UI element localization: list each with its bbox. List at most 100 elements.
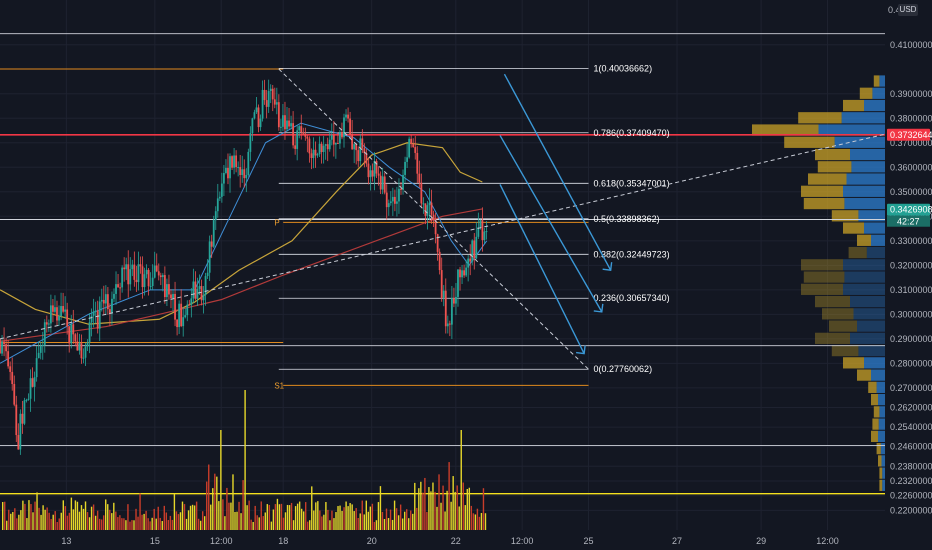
volume-bar [179, 512, 182, 530]
volume-bar [230, 502, 232, 530]
volume-bar [373, 521, 376, 530]
currency-button[interactable]: USD [898, 4, 918, 16]
candle-body [90, 315, 93, 323]
volume-bar [337, 506, 339, 530]
volume-bar [385, 508, 388, 530]
volume-bar [363, 514, 365, 530]
candle-body [94, 310, 97, 312]
volume-bar [173, 493, 176, 530]
time-axis[interactable]: 13 15 12:00 18 20 22 12:00 25 27 29 12:00 [0, 530, 932, 550]
volume-bar [393, 500, 396, 530]
candle-body [284, 115, 286, 130]
candle-body [475, 236, 478, 259]
candle-body [202, 295, 205, 301]
candle-body [121, 267, 124, 288]
volume-bar [123, 518, 125, 530]
candle-body [263, 89, 266, 101]
candle-body [139, 264, 142, 267]
trend-drawings[interactable] [0, 68, 886, 370]
candle-body [168, 284, 170, 295]
volume-bar [204, 516, 206, 530]
price-tick: 0.22000000 [890, 505, 932, 515]
volume-bar [426, 512, 428, 530]
volume-bar [250, 519, 252, 530]
candle-body [182, 317, 185, 327]
volume-profile-bar [873, 406, 880, 418]
candle-body [359, 138, 362, 162]
volume-profile-bar [831, 344, 859, 357]
candle-body [125, 264, 128, 270]
volume-bar [220, 430, 222, 530]
volume-bar [288, 505, 291, 530]
volume-bar [206, 481, 208, 530]
volume-profile-bar [846, 173, 885, 185]
candle-body [418, 173, 421, 183]
volume-bar [187, 510, 190, 530]
candle-body [381, 176, 384, 190]
volume-profile-bar [815, 295, 850, 308]
candle-body [393, 196, 396, 204]
volume-profile-bar [815, 332, 850, 344]
volume-bar [32, 512, 34, 530]
candle-body [345, 114, 347, 118]
candle-body [119, 287, 121, 289]
volume-bar [298, 501, 301, 530]
candle-body [66, 309, 69, 327]
volume-bar [117, 517, 119, 530]
candle-body [467, 258, 470, 268]
volume-bar [446, 490, 448, 530]
volume-bar [270, 521, 273, 530]
candle-body [58, 316, 60, 321]
candle-body [406, 157, 408, 162]
volume-bar [351, 504, 353, 530]
candle-body [377, 173, 380, 176]
candle-body [172, 293, 174, 299]
fib-label: 0(0.27760062) [594, 364, 653, 374]
candle-body [469, 258, 472, 262]
candle-body [243, 169, 246, 179]
candle-body [420, 182, 423, 204]
candle-body [153, 265, 156, 278]
volume-bar [345, 501, 347, 530]
volume-bar [436, 506, 438, 530]
red-level-tag-bg [887, 128, 930, 141]
volume-bar [94, 515, 97, 530]
candle-body [430, 202, 433, 215]
candle-body [231, 156, 233, 168]
candle-body [21, 413, 24, 424]
fibonacci-retracement[interactable]: 1(0.40036662) 0.786(0.37409470) 0.618(0.35… [278, 63, 670, 374]
volume-bar [2, 502, 4, 530]
volume-bar [480, 512, 483, 530]
volume-bar [70, 497, 73, 530]
candle-body [15, 404, 18, 436]
volume-bar [389, 509, 392, 530]
volume-bar [274, 504, 277, 530]
candle-body [113, 293, 115, 299]
volume-bar [56, 521, 58, 530]
candle-body [133, 264, 136, 280]
candle-body [373, 160, 376, 177]
volume-bar [484, 513, 487, 530]
volume-profile [752, 75, 885, 492]
candle-body [186, 304, 189, 316]
candle-body [225, 167, 227, 174]
candle-body [383, 176, 386, 193]
volume-bar [462, 482, 464, 530]
volume-bar [169, 515, 172, 530]
volume-bar [42, 505, 44, 530]
candle-body [102, 299, 105, 304]
candle-body [363, 148, 366, 154]
volume-bar [141, 514, 143, 530]
volume-bar [111, 513, 113, 530]
volume-bar [44, 509, 46, 530]
volume-bar [147, 518, 149, 530]
candle-body [279, 126, 282, 128]
candlesticks[interactable] [0, 79, 488, 455]
candle-body [286, 120, 288, 130]
candle-body [127, 264, 130, 285]
volume-bar [414, 482, 416, 530]
